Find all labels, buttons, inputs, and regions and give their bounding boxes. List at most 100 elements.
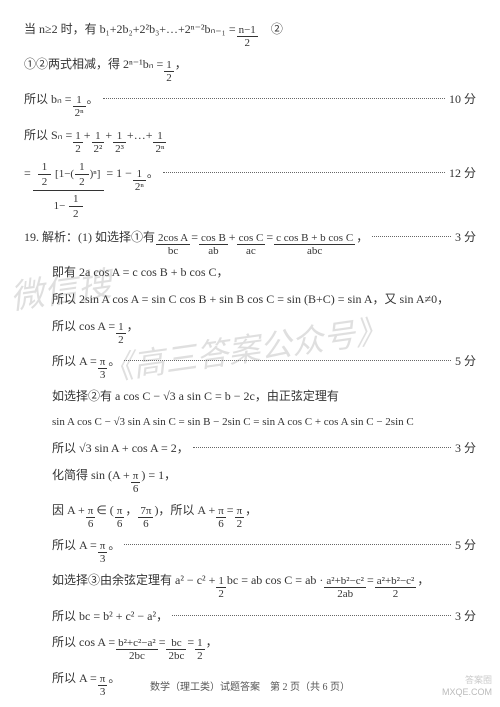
- text: 所以 Sₙ =: [24, 124, 72, 147]
- frac: c cos B + b cos Cabc: [274, 232, 355, 257]
- eq-line: 当 n≥2 时，有 b₁+2b₂+2²b₃+…+2ⁿ⁻²bₙ₋₁ = n−12 …: [24, 18, 476, 49]
- eq-line: 所以 bₙ = 12ⁿ 。 10 分: [24, 88, 476, 119]
- text: 所以 A =: [52, 534, 97, 557]
- frac: π2: [235, 505, 245, 530]
- text: 。: [147, 162, 159, 185]
- text: 所以 cos A =: [52, 631, 115, 654]
- leader-dots: [124, 544, 451, 545]
- text: =: [159, 631, 166, 654]
- frac: π3: [98, 540, 108, 565]
- eq-line: 19. 解析：(1) 如选择①有 2cos Abc = cos Bab + co…: [24, 226, 476, 257]
- eq-line: 所以 Sₙ = 12 + 12² + 12³ +…+ 12ⁿ: [24, 124, 476, 155]
- score: 3 分: [455, 226, 476, 249]
- text: =: [266, 226, 273, 249]
- text: 即有 2a cos A = c cos B + b cos C，: [52, 261, 229, 284]
- text: ∈ (: [96, 499, 113, 522]
- text: 所以 cos A =: [52, 315, 115, 338]
- frac: π3: [98, 356, 108, 381]
- frac: bc2bc: [166, 637, 186, 662]
- page-footer: 数学（理工类）试题答案 第 2 页（共 6 页）: [0, 678, 500, 697]
- text: 如选择③由余弦定理有 a² − c² +: [52, 569, 215, 592]
- frac: 12: [73, 130, 83, 155]
- frac: 12: [195, 637, 205, 662]
- frac: 12: [116, 321, 126, 346]
- text: +: [84, 124, 91, 147]
- frac: 12ⁿ: [133, 168, 146, 193]
- frac: π6: [86, 505, 96, 530]
- eq-line: 所以 2sin A cos A = sin C cos B + sin B co…: [24, 288, 476, 311]
- score: 3 分: [455, 437, 476, 460]
- leader-dots: [193, 447, 451, 448]
- text: ，: [245, 499, 257, 522]
- leader-dots: [172, 615, 451, 616]
- text: = 1 −: [106, 162, 132, 185]
- text: ，: [417, 569, 429, 592]
- eq-line: 化简得 sin (A + π6 ) = 1，: [24, 464, 476, 495]
- text: =: [24, 162, 31, 185]
- text: )，所以 A +: [154, 499, 215, 522]
- text: 所以 bₙ =: [24, 88, 72, 111]
- score: 5 分: [455, 534, 476, 557]
- corner-watermark: MXQE.COM: [442, 684, 492, 701]
- text: =: [187, 631, 194, 654]
- text: ) = 1，: [141, 464, 176, 487]
- text: ①②两式相减，得 2ⁿ⁻¹bₙ =: [24, 53, 163, 76]
- score: 12 分: [449, 162, 476, 185]
- text: ，: [127, 315, 139, 338]
- text: 因 A +: [52, 499, 85, 522]
- text: bc = ab cos C = ab ·: [227, 569, 324, 592]
- eq-line: 所以 A = π3 。 5 分: [24, 350, 476, 381]
- eq-line: 所以 cos A = b²+c²−a²2bc = bc2bc = 12 ，: [24, 631, 476, 662]
- frac: 12: [164, 59, 174, 84]
- text: ，: [356, 226, 368, 249]
- leader-dots: [124, 360, 451, 361]
- eq-line: 如选择③由余弦定理有 a² − c² + 12 bc = ab cos C = …: [24, 569, 476, 600]
- frac: 12²: [92, 130, 105, 155]
- eq-line: 即有 2a cos A = c cos B + b cos C，: [24, 261, 476, 284]
- bigfrac: 12 [1−(12)ⁿ] 1− 12: [33, 159, 105, 222]
- frac: 12ⁿ: [153, 130, 166, 155]
- text: +…+: [127, 124, 153, 147]
- text: 如选择②有 a cos C − √3 a sin C = b − 2c，由正弦定…: [52, 385, 339, 408]
- text: 。: [87, 88, 99, 111]
- eq-line: 如选择②有 a cos C − √3 a sin C = b − 2c，由正弦定…: [24, 385, 476, 408]
- frac: 7π6: [138, 505, 153, 530]
- text: =: [367, 569, 374, 592]
- text: 。: [108, 534, 120, 557]
- text: 所以 A =: [52, 350, 97, 373]
- text: +: [229, 226, 236, 249]
- text: ，: [206, 631, 218, 654]
- text: ，: [175, 53, 187, 76]
- eq-line: sin A cos C − √3 sin A sin C = sin B − 2…: [24, 412, 476, 433]
- text: 所以 bc = b² + c² − a²，: [52, 605, 168, 628]
- eq-line: ①②两式相减，得 2ⁿ⁻¹bₙ = 12 ，: [24, 53, 476, 84]
- leader-dots: [163, 172, 445, 173]
- text: 当 n≥2 时，有 b₁+2b₂+2²b₃+…+2ⁿ⁻²bₙ₋₁ =: [24, 18, 236, 41]
- frac: cos Bab: [199, 232, 228, 257]
- frac: 12ⁿ: [73, 94, 86, 119]
- frac: π6: [131, 470, 141, 495]
- eq-line: = 12 [1−(12)ⁿ] 1− 12 = 1 − 12ⁿ 。 12 分: [24, 159, 476, 222]
- eq-line: 所以 bc = b² + c² − a²， 3 分: [24, 605, 476, 628]
- eq-line: 所以 cos A = 12 ，: [24, 315, 476, 346]
- frac: 12³: [113, 130, 126, 155]
- text: 。: [108, 350, 120, 373]
- frac: n−12: [237, 24, 258, 49]
- text: ②: [259, 18, 283, 41]
- score: 5 分: [455, 350, 476, 373]
- text: ，: [125, 499, 137, 522]
- frac: cos Cac: [237, 232, 266, 257]
- leader-dots: [372, 236, 451, 237]
- frac: 12: [216, 575, 226, 600]
- frac: a²+b²−c²2: [375, 575, 417, 600]
- text: sin A cos C − √3 sin A sin C = sin B − 2…: [52, 412, 414, 433]
- eq-line: 因 A + π6 ∈ ( π6 ， 7π6 )，所以 A + π6 = π2 ，: [24, 499, 476, 530]
- frac: b²+c²−a²2bc: [116, 637, 158, 662]
- text: 化简得 sin (A +: [52, 464, 130, 487]
- score: 10 分: [449, 88, 476, 111]
- frac: π6: [216, 505, 226, 530]
- frac: a²+b²−c²2ab: [324, 575, 366, 600]
- text: =: [191, 226, 198, 249]
- text: 所以 √3 sin A + cos A = 2，: [52, 437, 189, 460]
- text: 所以 2sin A cos A = sin C cos B + sin B co…: [52, 288, 449, 311]
